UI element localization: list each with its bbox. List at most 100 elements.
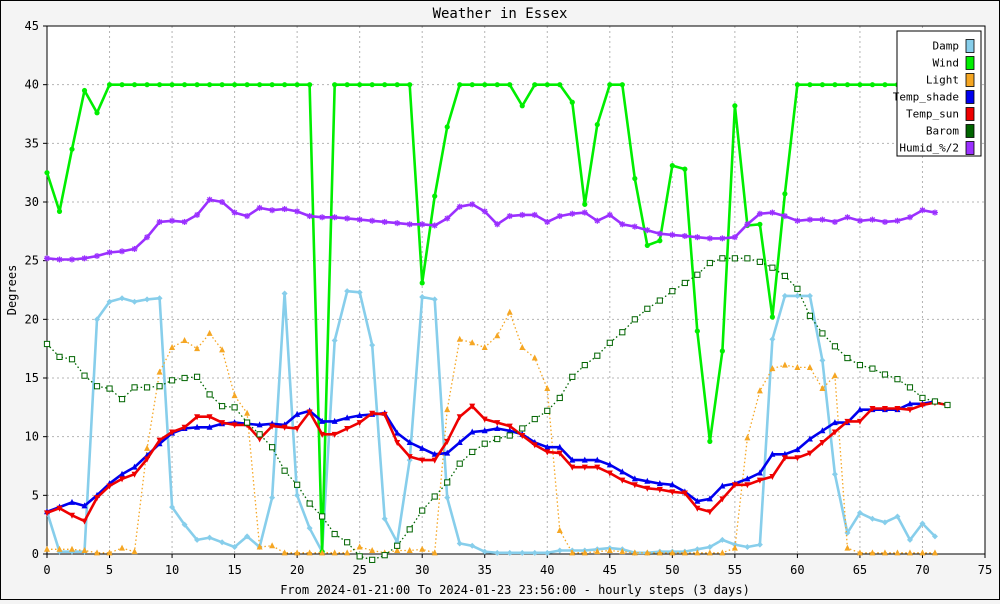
point-wind — [632, 176, 637, 181]
point-barom — [132, 385, 137, 390]
point-barom — [557, 395, 562, 400]
point-humid-2 — [557, 213, 563, 219]
point-humid-2 — [719, 235, 725, 241]
legend-label-wind: Wind — [933, 57, 960, 70]
point-barom — [107, 386, 112, 391]
point-humid-2 — [869, 217, 875, 223]
point-barom — [857, 362, 862, 367]
point-barom — [682, 280, 687, 285]
point-wind — [432, 194, 437, 199]
x-axis-label: From 2024-01-21:00 To 2024-01-23 23:56:0… — [280, 583, 750, 597]
point-wind — [382, 82, 387, 87]
x-tick-label: 45 — [603, 563, 617, 577]
point-humid-2 — [682, 233, 688, 239]
x-tick-label: 35 — [478, 563, 492, 577]
point-humid-2 — [907, 214, 913, 220]
point-humid-2 — [294, 208, 300, 214]
point-wind — [357, 82, 362, 87]
point-wind — [495, 82, 500, 87]
point-wind — [582, 202, 587, 207]
point-barom — [532, 416, 537, 421]
point-humid-2 — [144, 234, 150, 240]
point-barom — [870, 366, 875, 371]
point-wind — [182, 82, 187, 87]
point-barom — [707, 260, 712, 265]
legend-label-temp-shade: Temp_shade — [893, 91, 959, 104]
point-humid-2 — [857, 218, 863, 224]
point-wind — [807, 82, 812, 87]
point-humid-2 — [357, 217, 363, 223]
point-wind — [770, 314, 775, 319]
point-humid-2 — [244, 213, 250, 219]
point-wind — [445, 124, 450, 129]
legend: Damp Wind Light Temp_shade Temp_sun Barom Humi… — [893, 31, 981, 156]
point-barom — [895, 377, 900, 382]
x-tick-label: 40 — [540, 563, 554, 577]
point-barom — [182, 375, 187, 380]
point-wind — [144, 82, 149, 87]
y-tick-label: 25 — [25, 254, 39, 268]
y-tick-label: 15 — [25, 371, 39, 385]
point-barom — [695, 272, 700, 277]
point-wind — [520, 103, 525, 108]
point-barom — [832, 344, 837, 349]
point-wind — [507, 82, 512, 87]
point-humid-2 — [694, 234, 700, 240]
y-tick-label: 45 — [25, 19, 39, 33]
point-humid-2 — [219, 199, 225, 205]
point-barom — [720, 256, 725, 261]
point-wind — [532, 82, 537, 87]
point-humid-2 — [169, 218, 175, 224]
point-humid-2 — [369, 218, 375, 224]
point-barom — [820, 331, 825, 336]
point-wind — [219, 82, 224, 87]
point-barom — [782, 273, 787, 278]
point-humid-2 — [507, 213, 513, 219]
y-tick-label: 10 — [25, 430, 39, 444]
point-barom — [44, 341, 49, 346]
legend-swatch-humid-2 — [966, 142, 974, 155]
legend-label-humid-2: Humid_%/2 — [899, 142, 959, 155]
point-wind — [795, 82, 800, 87]
point-barom — [632, 317, 637, 322]
point-barom — [520, 426, 525, 431]
y-axis-label: Degrees — [5, 265, 19, 316]
chart-title: Weather in Essex — [433, 6, 568, 22]
y-tick-label: 5 — [32, 488, 39, 502]
point-barom — [945, 402, 950, 407]
point-wind — [270, 82, 275, 87]
legend-swatch-damp — [966, 40, 974, 53]
point-wind — [69, 147, 74, 152]
point-wind — [670, 163, 675, 168]
y-tick-label: 35 — [25, 136, 39, 150]
point-wind — [407, 82, 412, 87]
point-barom — [320, 514, 325, 519]
legend-swatch-wind — [966, 57, 974, 70]
x-tick-label: 30 — [415, 563, 429, 577]
point-wind — [345, 82, 350, 87]
point-barom — [932, 399, 937, 404]
point-barom — [357, 554, 362, 559]
point-barom — [807, 313, 812, 318]
point-humid-2 — [132, 246, 138, 252]
point-barom — [219, 404, 224, 409]
point-humid-2 — [919, 207, 925, 213]
point-wind — [732, 103, 737, 108]
point-barom — [207, 392, 212, 397]
point-barom — [119, 397, 124, 402]
point-humid-2 — [594, 218, 600, 224]
point-wind — [620, 82, 625, 87]
point-wind — [370, 82, 375, 87]
point-humid-2 — [494, 221, 500, 227]
point-wind — [657, 238, 662, 243]
point-barom — [295, 482, 300, 487]
point-humid-2 — [794, 218, 800, 224]
point-humid-2 — [432, 222, 438, 228]
x-tick-label: 0 — [43, 563, 50, 577]
point-humid-2 — [569, 211, 575, 217]
point-humid-2 — [782, 213, 788, 219]
point-humid-2 — [319, 214, 325, 220]
point-barom — [470, 449, 475, 454]
point-barom — [370, 557, 375, 562]
